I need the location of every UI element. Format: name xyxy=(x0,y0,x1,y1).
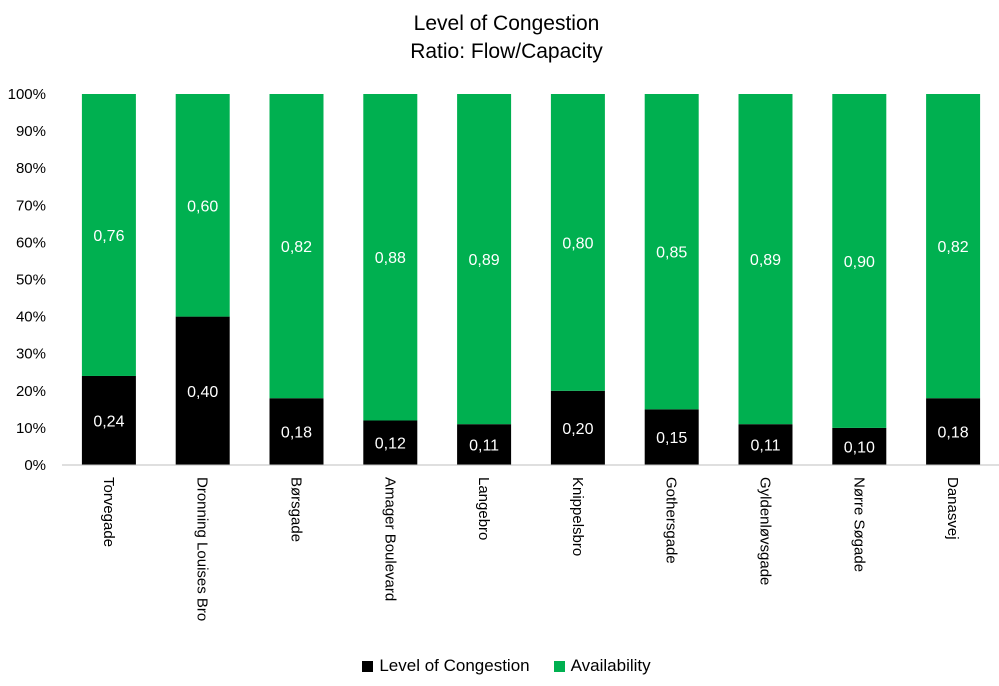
y-tick-label: 60% xyxy=(16,234,46,251)
legend-swatch-availability xyxy=(553,660,565,672)
availability-bar xyxy=(457,94,512,425)
x-category-label: Nørre Søgade xyxy=(850,477,867,572)
congestion-bar xyxy=(832,427,887,465)
y-tick-label: 50% xyxy=(16,272,46,289)
availability-bar xyxy=(550,94,605,391)
y-tick-label: 30% xyxy=(16,346,46,363)
availability-bar xyxy=(738,94,793,425)
x-category-label: Amager Boulevard xyxy=(381,477,398,601)
availability-bar xyxy=(175,94,230,317)
x-category-label: Langebro xyxy=(475,477,492,540)
availability-bar xyxy=(363,94,418,421)
congestion-data-label: 0,11 xyxy=(469,438,499,455)
availability-data-label: 0,89 xyxy=(469,252,500,269)
availability-data-label: 0,82 xyxy=(938,239,969,256)
legend-item-availability: Availability xyxy=(553,656,651,676)
availability-bar xyxy=(644,94,699,410)
availability-bar xyxy=(832,94,887,428)
x-category-label: Knippelsbro xyxy=(569,477,586,556)
congestion-data-label: 0,18 xyxy=(938,425,969,442)
availability-data-label: 0,88 xyxy=(375,250,406,267)
congestion-bar xyxy=(738,424,793,465)
x-category-label: Børsgade xyxy=(288,477,305,542)
chart-subtitle: Ratio: Flow/Capacity xyxy=(410,40,603,63)
availability-data-label: 0,80 xyxy=(562,235,593,252)
congestion-bar xyxy=(175,316,230,465)
chart-title: Level of Congestion xyxy=(413,12,600,35)
congestion-data-label: 0,11 xyxy=(751,438,781,455)
availability-bar xyxy=(269,94,324,399)
chart-title-block: Level of Congestion Ratio: Flow/Capacity xyxy=(0,10,999,66)
congestion-data-label: 0,18 xyxy=(281,425,312,442)
congestion-bar xyxy=(550,390,605,465)
availability-data-label: 0,90 xyxy=(844,254,875,271)
y-tick-label: 10% xyxy=(16,420,46,437)
x-category-label: Gyldenløvsgade xyxy=(757,477,774,585)
availability-data-label: 0,82 xyxy=(281,239,312,256)
availability-data-label: 0,85 xyxy=(656,245,687,262)
y-tick-label: 40% xyxy=(16,309,46,326)
congestion-data-label: 0,10 xyxy=(844,439,875,456)
x-category-label: Danasvej xyxy=(944,477,961,540)
y-tick-label: 0% xyxy=(24,457,46,474)
x-category-label: Torvegade xyxy=(100,477,117,547)
congestion-data-label: 0,20 xyxy=(562,421,593,438)
congestion-data-label: 0,12 xyxy=(375,436,406,453)
congestion-data-label: 0,24 xyxy=(93,413,124,430)
congestion-bar xyxy=(269,398,324,465)
legend: Level of Congestion Availability xyxy=(0,656,999,676)
availability-bar xyxy=(926,94,981,399)
legend-item-congestion: Level of Congestion xyxy=(362,656,530,676)
x-category-label: Dronning Louises Bro xyxy=(194,477,211,621)
y-tick-label: 100% xyxy=(8,86,46,103)
availability-data-label: 0,76 xyxy=(93,228,124,245)
legend-label-availability: Availability xyxy=(570,656,651,675)
y-tick-label: 90% xyxy=(16,123,46,140)
y-tick-label: 80% xyxy=(16,160,46,177)
congestion-bar xyxy=(644,409,699,465)
stacked-bar-chart: 0% 10% 20% 30% 40% 50% 60% 70% 80% 90% 100% 0,24 0,7… xyxy=(8,86,999,621)
congestion-bar xyxy=(457,424,512,465)
congestion-data-label: 0,40 xyxy=(187,384,218,401)
availability-data-label: 0,89 xyxy=(750,252,781,269)
availability-data-label: 0,60 xyxy=(187,198,218,215)
congestion-bar xyxy=(81,375,136,465)
y-tick-label: 70% xyxy=(16,197,46,214)
congestion-bar xyxy=(926,398,981,465)
x-category-label: Gothersgade xyxy=(663,477,680,564)
legend-label-congestion: Level of Congestion xyxy=(379,656,530,675)
availability-bar xyxy=(81,94,136,376)
legend-swatch-congestion xyxy=(362,660,374,672)
y-tick-label: 20% xyxy=(16,383,46,400)
congestion-bar xyxy=(363,420,418,465)
congestion-data-label: 0,15 xyxy=(656,430,687,447)
